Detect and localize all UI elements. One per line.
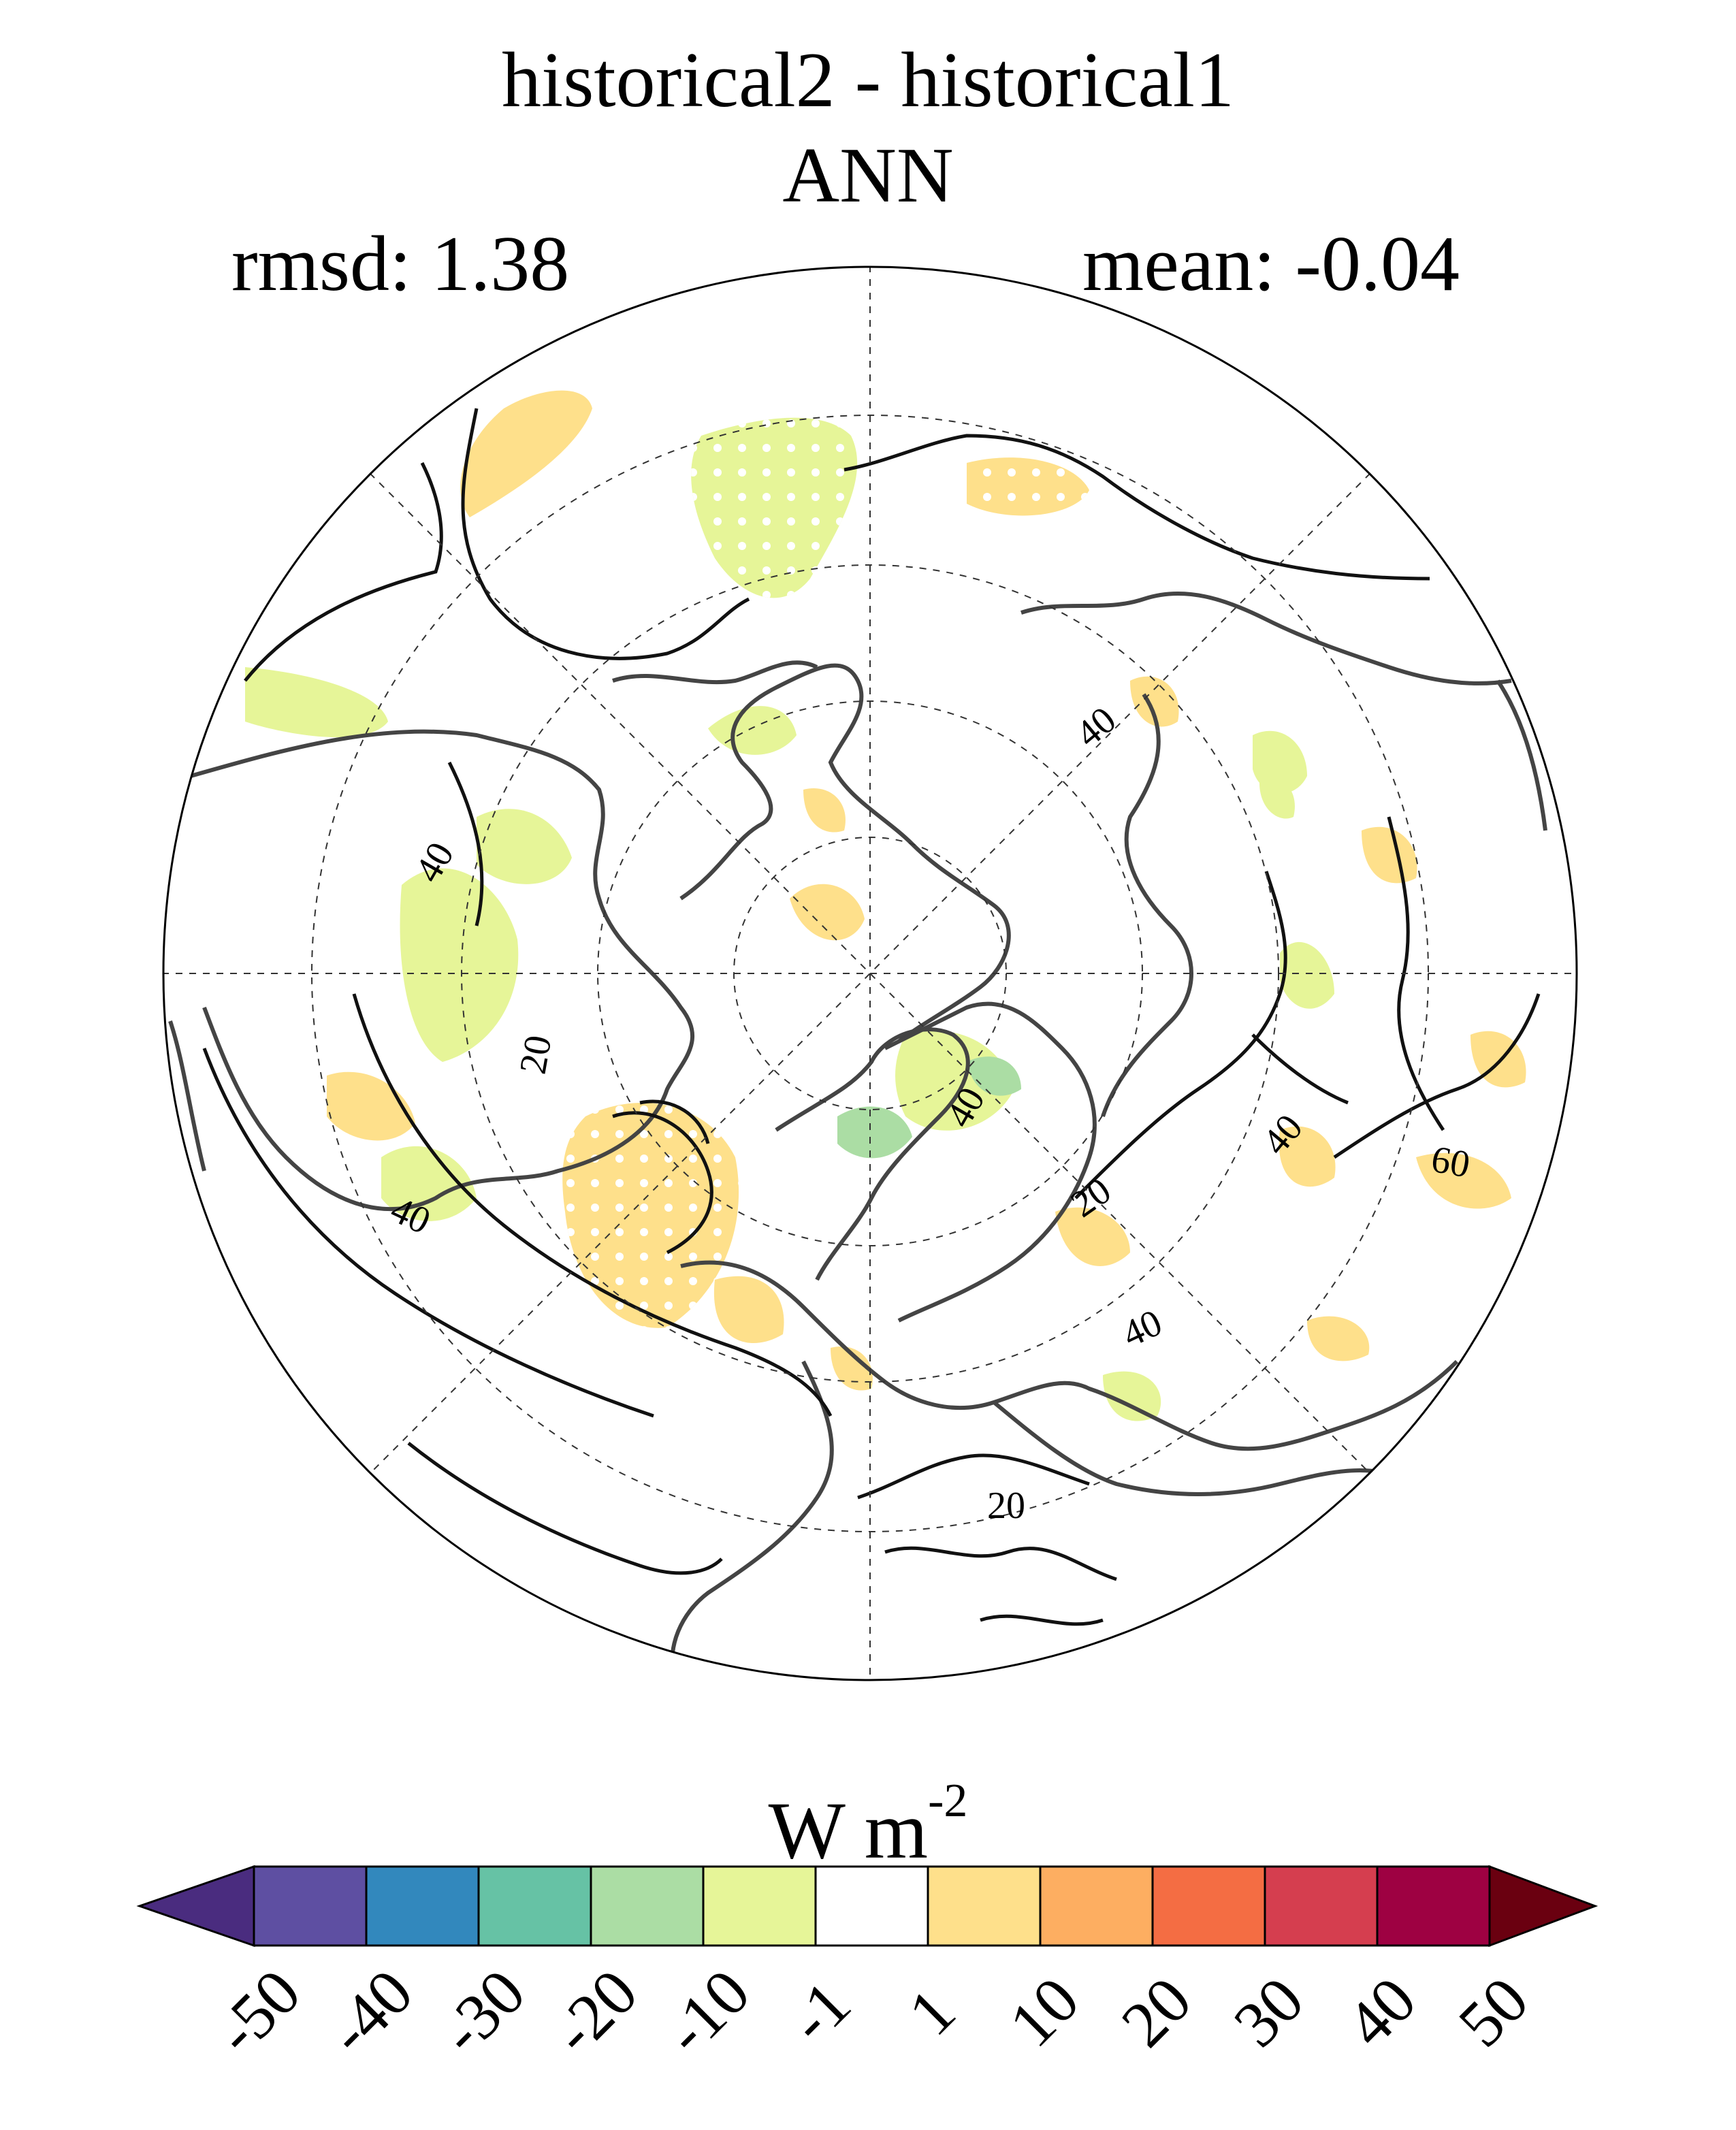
colorbar-tick-label: -40	[313, 1955, 426, 2068]
mean-label: mean: -0.04	[1082, 221, 1460, 308]
graticule	[163, 267, 1577, 1680]
contour-lines	[202, 408, 1541, 1626]
plot-subtitle-season: ANN	[782, 132, 954, 219]
colorbar-box	[477, 1865, 592, 1947]
colorbar-tick-label: 1	[895, 1975, 969, 2050]
map-field	[163, 267, 1577, 1680]
colorbar-tick-label: -1	[774, 1967, 864, 2056]
units-exponent: -2	[928, 1775, 968, 1827]
colorbar-tick-label: 20	[1108, 1963, 1206, 2061]
colorbar-box	[1376, 1865, 1491, 1947]
colorbar-tick-labels: -50-40-30-20-10 -1 1 10 20 30 40 50	[201, 1955, 1542, 2068]
colorbar-over-triangle	[1488, 1865, 1598, 1948]
contour-label: 20	[987, 1485, 1025, 1527]
units-base: W m	[768, 1785, 929, 1875]
colorbar-tick-label: -10	[650, 1955, 763, 2068]
stippling	[562, 417, 1089, 1328]
contour-label: 60	[1428, 1138, 1473, 1187]
rmsd-label: rmsd: 1.38	[231, 221, 570, 308]
colorbar-box	[365, 1865, 480, 1947]
colorbar-box	[590, 1865, 705, 1947]
plot-title: historical2 - historical1	[502, 37, 1234, 124]
polar-map: 40 40 40 40 40 60 20 20 20 40	[162, 265, 1578, 1681]
colorbar-tick-label: -30	[425, 1955, 539, 2068]
stronger-negative-patch	[837, 1056, 1021, 1159]
colorbar-box	[927, 1865, 1042, 1947]
colorbar-tick-label: -50	[201, 1955, 314, 2068]
colorbar-box	[1264, 1865, 1379, 1947]
coastlines	[168, 591, 1547, 1675]
colorbar-box	[1151, 1865, 1266, 1947]
colorbar-box	[814, 1865, 929, 1947]
colorbar-tick-label: 50	[1445, 1963, 1543, 2061]
colorbar-box	[702, 1865, 817, 1947]
colorbar-box	[253, 1865, 368, 1947]
colorbar-tick-label: 40	[1332, 1963, 1430, 2061]
colorbar-box	[1039, 1865, 1154, 1947]
colorbar-units: W m-2	[0, 1775, 1736, 1877]
map-boundary	[162, 265, 1578, 1681]
colorbar-under-triangle	[136, 1865, 255, 1948]
colorbar-boxes	[136, 1865, 1598, 1948]
contour-label: 20	[512, 1032, 560, 1077]
colorbar-tick-label: 10	[995, 1963, 1093, 2061]
colorbar-tick-label: 30	[1220, 1963, 1318, 2061]
colorbar-tick-label: -20	[538, 1955, 651, 2068]
